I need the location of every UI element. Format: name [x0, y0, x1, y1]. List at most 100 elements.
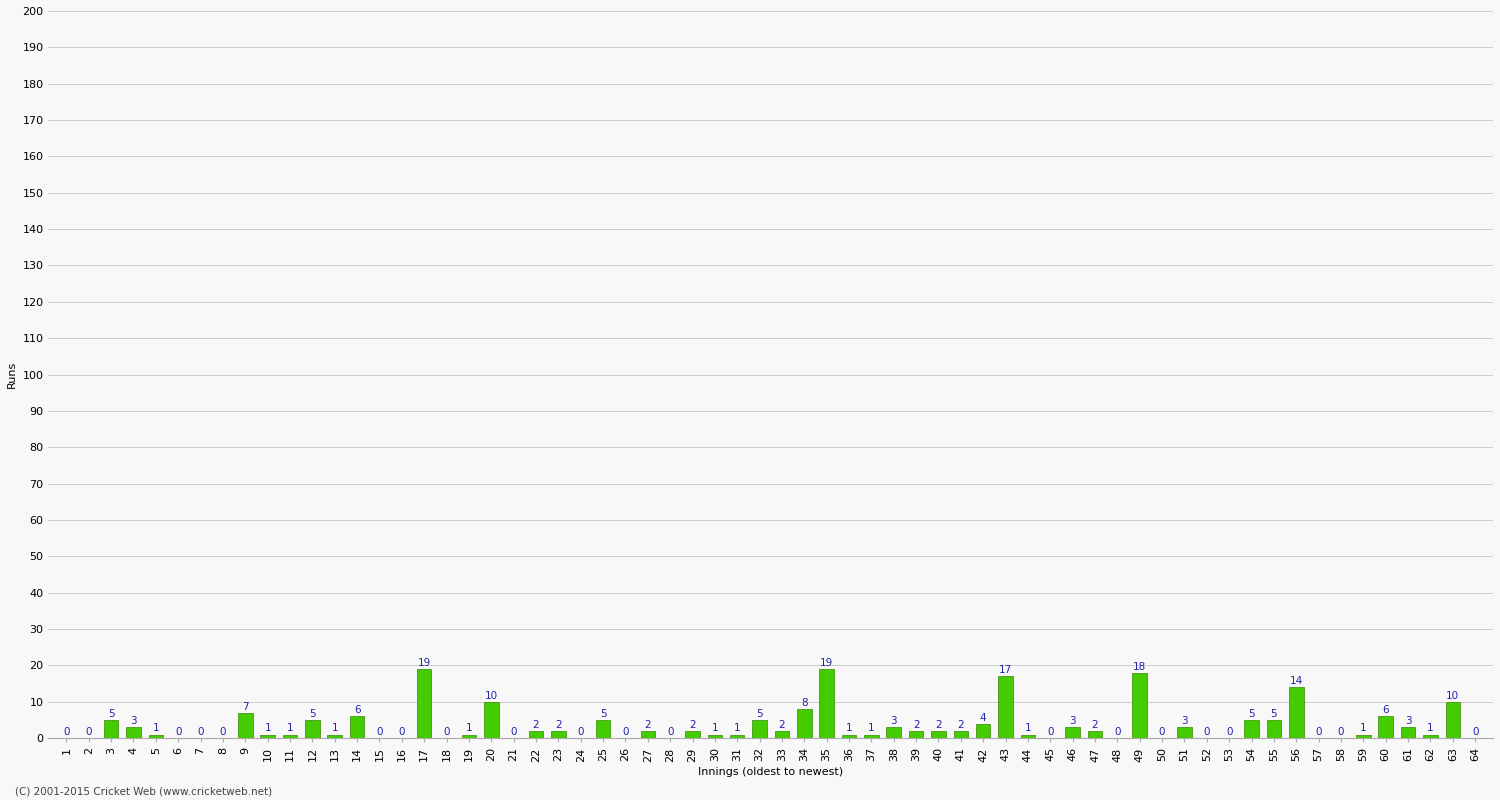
Bar	[774, 731, 789, 738]
Bar	[462, 734, 476, 738]
Text: 3: 3	[891, 716, 897, 726]
Text: 0: 0	[1226, 727, 1233, 737]
Bar	[148, 734, 164, 738]
X-axis label: Innings (oldest to newest): Innings (oldest to newest)	[698, 767, 843, 777]
Text: 0: 0	[1114, 727, 1120, 737]
Text: 2: 2	[532, 720, 540, 730]
Text: 1: 1	[1024, 723, 1030, 734]
Text: 0: 0	[1472, 727, 1479, 737]
Bar	[796, 709, 812, 738]
Text: 0: 0	[1338, 727, 1344, 737]
Text: 3: 3	[1070, 716, 1076, 726]
Bar	[1178, 727, 1191, 738]
Text: 6: 6	[354, 706, 360, 715]
Text: 1: 1	[734, 723, 741, 734]
Bar	[550, 731, 566, 738]
Bar	[1266, 720, 1281, 738]
Text: 2: 2	[778, 720, 786, 730]
Bar	[1288, 687, 1304, 738]
Bar	[909, 731, 924, 738]
Bar	[1132, 673, 1148, 738]
Text: 1: 1	[711, 723, 718, 734]
Bar	[708, 734, 722, 738]
Bar	[304, 720, 320, 738]
Text: 18: 18	[1132, 662, 1146, 672]
Bar	[327, 734, 342, 738]
Text: 0: 0	[1047, 727, 1053, 737]
Text: 6: 6	[1383, 706, 1389, 715]
Text: 10: 10	[1446, 690, 1460, 701]
Text: 1: 1	[332, 723, 338, 734]
Text: 3: 3	[1406, 716, 1411, 726]
Bar	[1446, 702, 1460, 738]
Bar	[238, 713, 252, 738]
Bar	[686, 731, 700, 738]
Text: 3: 3	[130, 716, 136, 726]
Bar	[999, 677, 1012, 738]
Text: 2: 2	[914, 720, 920, 730]
Text: 5: 5	[309, 709, 315, 719]
Bar	[1245, 720, 1258, 738]
Bar	[596, 720, 610, 738]
Text: 2: 2	[934, 720, 942, 730]
Text: 0: 0	[622, 727, 628, 737]
Bar	[1378, 717, 1394, 738]
Text: 0: 0	[63, 727, 69, 737]
Text: 0: 0	[1160, 727, 1166, 737]
Text: 0: 0	[578, 727, 584, 737]
Text: 1: 1	[1426, 723, 1434, 734]
Bar	[528, 731, 543, 738]
Text: 0: 0	[219, 727, 226, 737]
Bar	[417, 669, 432, 738]
Bar	[932, 731, 946, 738]
Bar	[1424, 734, 1437, 738]
Text: 1: 1	[846, 723, 852, 734]
Text: 0: 0	[176, 727, 181, 737]
Text: 1: 1	[286, 723, 294, 734]
Text: 0: 0	[1316, 727, 1322, 737]
Bar	[819, 669, 834, 738]
Text: 1: 1	[264, 723, 272, 734]
Bar	[864, 734, 879, 738]
Bar	[1020, 734, 1035, 738]
Bar	[1356, 734, 1371, 738]
Text: (C) 2001-2015 Cricket Web (www.cricketweb.net): (C) 2001-2015 Cricket Web (www.cricketwe…	[15, 786, 272, 796]
Text: 5: 5	[600, 709, 606, 719]
Text: 2: 2	[555, 720, 561, 730]
Text: 10: 10	[484, 690, 498, 701]
Bar	[282, 734, 297, 738]
Text: 0: 0	[86, 727, 92, 737]
Bar	[104, 720, 118, 738]
Text: 1: 1	[465, 723, 472, 734]
Bar	[842, 734, 856, 738]
Bar	[753, 720, 766, 738]
Text: 5: 5	[1248, 709, 1256, 719]
Y-axis label: Runs: Runs	[8, 361, 16, 388]
Text: 5: 5	[108, 709, 114, 719]
Text: 19: 19	[417, 658, 430, 668]
Text: 0: 0	[198, 727, 204, 737]
Text: 0: 0	[444, 727, 450, 737]
Text: 4: 4	[980, 713, 987, 722]
Bar	[886, 727, 902, 738]
Text: 1: 1	[153, 723, 159, 734]
Text: 14: 14	[1290, 676, 1304, 686]
Bar	[484, 702, 498, 738]
Bar	[640, 731, 656, 738]
Bar	[1088, 731, 1102, 738]
Bar	[261, 734, 274, 738]
Bar	[976, 724, 990, 738]
Text: 2: 2	[957, 720, 964, 730]
Text: 2: 2	[645, 720, 651, 730]
Bar	[954, 731, 968, 738]
Bar	[350, 717, 364, 738]
Text: 8: 8	[801, 698, 807, 708]
Text: 0: 0	[376, 727, 382, 737]
Text: 5: 5	[756, 709, 764, 719]
Text: 5: 5	[1270, 709, 1276, 719]
Text: 3: 3	[1180, 716, 1188, 726]
Bar	[126, 727, 141, 738]
Text: 17: 17	[999, 666, 1012, 675]
Text: 7: 7	[242, 702, 249, 712]
Text: 0: 0	[399, 727, 405, 737]
